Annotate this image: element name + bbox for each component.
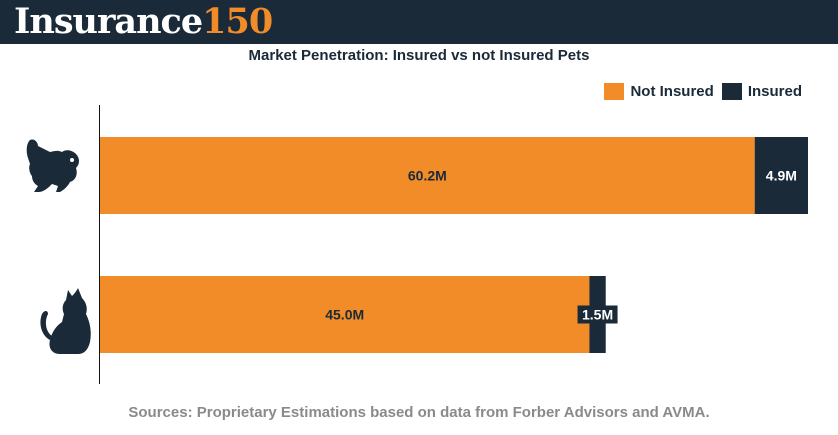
source-note: Sources: Proprietary Estimations based o… [128, 404, 710, 421]
dog-icon [26, 139, 79, 192]
data-label-not-insured-cat: 45.0M [325, 307, 364, 323]
cat-icon [40, 288, 91, 354]
logo-word: Insurance [14, 1, 203, 42]
header-bar: Insurance150 [0, 0, 838, 44]
legend-label-insured: Insured [747, 82, 802, 100]
brand-logo: Insurance150 [14, 0, 273, 44]
legend-label-not-insured: Not Insured [630, 82, 714, 100]
bar-not-insured-dog [100, 137, 755, 214]
data-label-insured-dog: 4.9M [766, 168, 797, 184]
bar-not-insured-cat [100, 276, 590, 353]
bars-group: 60.2M 4.9M 45.0M 1.5M [100, 137, 808, 353]
data-label-not-insured-dog: 60.2M [408, 168, 447, 184]
data-label-bg-insured-cat [577, 305, 618, 324]
logo-number: 150 [202, 1, 273, 42]
legend-swatch-not-insured [604, 82, 625, 100]
bar-insured-dog [754, 137, 808, 214]
legend-item-insured: Insured [721, 82, 802, 100]
chart-legend: Not Insured Insured [604, 81, 802, 101]
chart-title: Market Penetration: Insured vs not Insur… [248, 47, 590, 64]
legend-swatch-insured [721, 82, 742, 100]
legend-item-not-insured: Not Insured [604, 82, 714, 100]
data-label-insured-cat: 1.5M [582, 307, 613, 323]
